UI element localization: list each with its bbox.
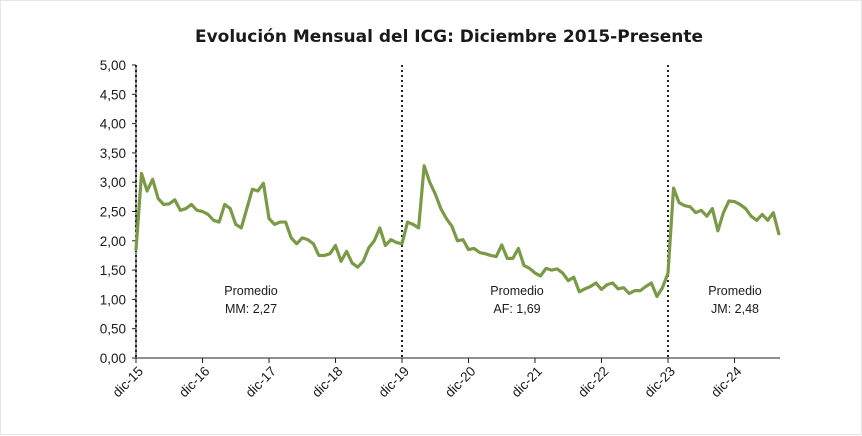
x-tick-label: dic-21	[509, 364, 546, 401]
x-axis-tick-labels: dic-15 dic-16 dic-17 dic-18 dic-19 dic-20 dic-…	[110, 363, 745, 400]
x-tick-label: dic-24	[708, 363, 745, 400]
y-tick-label: 1,00	[100, 292, 126, 307]
series-group	[134, 164, 781, 299]
y-tick-label: 3,00	[100, 175, 126, 190]
annotation-label: Promedio	[490, 284, 544, 298]
y-tick-label: 4,00	[100, 117, 126, 132]
annotations: Promedio MM: 2,27 Promedio AF: 1,69 Promedio…	[224, 284, 762, 316]
y-tick-label: 2,00	[100, 234, 126, 249]
x-tick-label: dic-17	[243, 364, 280, 401]
x-tick-label: dic-19	[376, 364, 413, 401]
x-tick-label: dic-16	[176, 364, 213, 401]
y-axis-tick-labels: 0,00 0,50 1,00 1,50 2,00 2,50 3,00 3,50 4,00 4,50…	[100, 58, 126, 366]
y-tick-label: 0,00	[100, 351, 126, 366]
x-tick-label: dic-15	[110, 364, 147, 401]
y-tick-label: 1,50	[100, 263, 126, 278]
chart-title: Evolución Mensual del ICG: Diciembre 201…	[195, 27, 703, 47]
axes	[132, 64, 780, 363]
x-tick-label: dic-23	[642, 364, 679, 401]
annotation-value: AF: 1,69	[493, 302, 540, 316]
y-tick-label: 4,50	[100, 87, 126, 102]
annotation-value: JM: 2,48	[711, 302, 759, 316]
annotation-label: Promedio	[708, 284, 762, 298]
x-tick-label: dic-18	[309, 364, 346, 401]
series-line-icg	[134, 164, 781, 299]
annotation-label: Promedio	[224, 284, 278, 298]
y-tick-label: 3,50	[100, 146, 126, 161]
period-dividers	[135, 65, 669, 358]
y-tick-label: 2,50	[100, 205, 126, 220]
annotation-value: MM: 2,27	[225, 302, 277, 316]
x-tick-label: dic-20	[442, 364, 479, 401]
y-tick-label: 0,50	[100, 322, 126, 337]
x-tick-label: dic-22	[575, 364, 612, 401]
y-tick-label: 5,00	[100, 58, 126, 73]
